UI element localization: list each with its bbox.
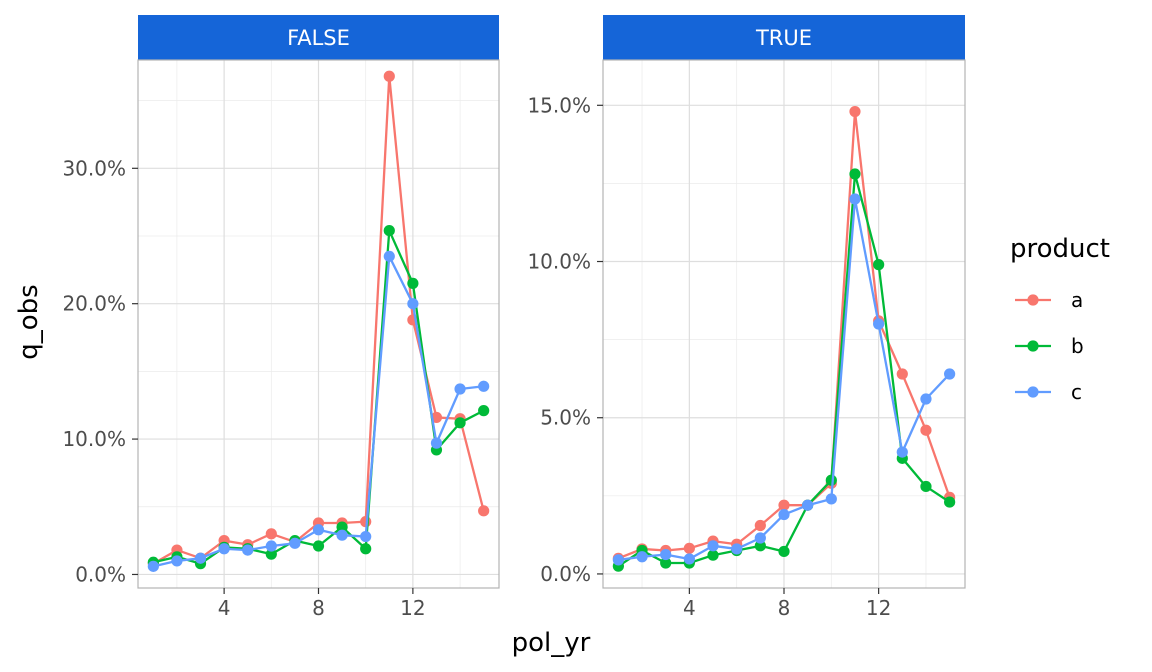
data-point-b [920,480,932,493]
data-point-b [707,549,719,561]
data-point-c [754,532,766,544]
data-point-b [407,277,419,289]
legend-item-a: a [1015,288,1083,312]
data-point-c [944,368,956,380]
y-tick-label: 15.0% [527,93,591,117]
data-point-a [849,105,861,118]
data-point-c [896,446,908,458]
data-point-c [731,543,743,555]
data-point-b [754,540,766,552]
data-point-c [683,553,695,565]
data-point-b [849,168,861,180]
data-point-a [383,70,395,82]
data-point-c [660,548,672,561]
data-point-c [825,493,837,505]
series-c [147,250,490,572]
data-point-c [612,554,624,566]
data-point-c [778,508,790,521]
data-point-b [383,224,395,237]
y-tick-label: 0.0% [75,562,126,586]
data-point-c [407,298,419,310]
x-tick-label: 12 [400,596,425,620]
data-point-c [707,540,719,552]
legend-keys: abc [1015,288,1084,404]
series-c [612,193,956,566]
legend-key-point [1027,340,1039,352]
legend-item-b: b [1015,334,1084,358]
data-point-b [336,521,348,533]
data-point-a [683,542,695,554]
data-point-b [454,417,466,429]
legend-key-point [1027,294,1039,306]
data-point-c [430,437,443,449]
facet-strip [603,15,965,60]
data-point-c [265,540,277,552]
data-point-b [873,259,885,271]
data-point-c [636,551,648,563]
x-tick-label: 8 [778,596,791,620]
data-point-a [265,528,277,540]
facet-strip-label: TRUE [755,26,812,50]
legend-label: a [1071,288,1083,312]
data-point-a [920,424,932,436]
x-tick-label: 8 [312,596,325,620]
data-point-c [873,318,885,330]
x-tick-label: 12 [866,596,891,620]
legend-key-point [1027,386,1039,398]
data-point-a [778,499,790,511]
facet-strip [138,15,499,60]
data-point-c [218,543,230,555]
data-point-c [478,380,490,392]
data-point-a [896,368,908,380]
x-tick-label: 4 [683,596,696,620]
chart-panels: FALSE 4 8 12 0.0% 10.0% 20.0% 30.0% TRUE 4 8 12 0.0%… [62,15,966,620]
data-point-c [454,383,466,395]
data-point-c [336,529,348,541]
data-point-c [360,530,372,543]
data-point-b [825,474,837,486]
data-point-c [920,393,932,405]
data-point-c [194,552,207,564]
data-point-c [242,544,254,556]
x-tick-label: 4 [218,596,231,620]
data-point-b [360,543,372,555]
data-point-a [478,505,490,517]
y-tick-label: 10.0% [527,250,591,274]
data-point-c [147,560,159,572]
y-tick-label: 10.0% [62,427,126,451]
y-tick-label: 0.0% [540,562,591,586]
legend-label: b [1071,334,1084,358]
data-point-b [778,545,790,558]
facet-panel-false: FALSE 4 8 12 0.0% 10.0% 20.0% 30.0% [62,15,500,620]
data-point-b [660,557,672,569]
data-point-c [849,193,861,205]
data-point-b [944,496,956,508]
y-tick-label: 30.0% [62,156,126,180]
y-tick-label: 5.0% [540,406,591,430]
legend-label: c [1071,380,1082,404]
data-point-a [754,519,766,532]
legend-item-c: c [1015,380,1082,404]
data-point-c [802,499,814,511]
legend-title: product [1010,234,1110,264]
data-point-b [265,548,277,560]
legend: product abc [1010,234,1110,404]
data-point-c [312,524,325,536]
facet-strip-label: FALSE [287,26,350,50]
x-axis-title: pol_yr [512,628,591,658]
y-axis-title: q_obs [14,284,44,359]
data-point-b [478,405,490,417]
y-tick-label: 20.0% [62,292,126,316]
facet-panel-true: TRUE 4 8 12 0.0% 5.0% 10.0% 15.0% [527,15,966,620]
data-point-c [171,555,183,567]
data-point-c [289,537,301,549]
data-point-c [383,250,395,262]
data-point-b [312,540,325,552]
